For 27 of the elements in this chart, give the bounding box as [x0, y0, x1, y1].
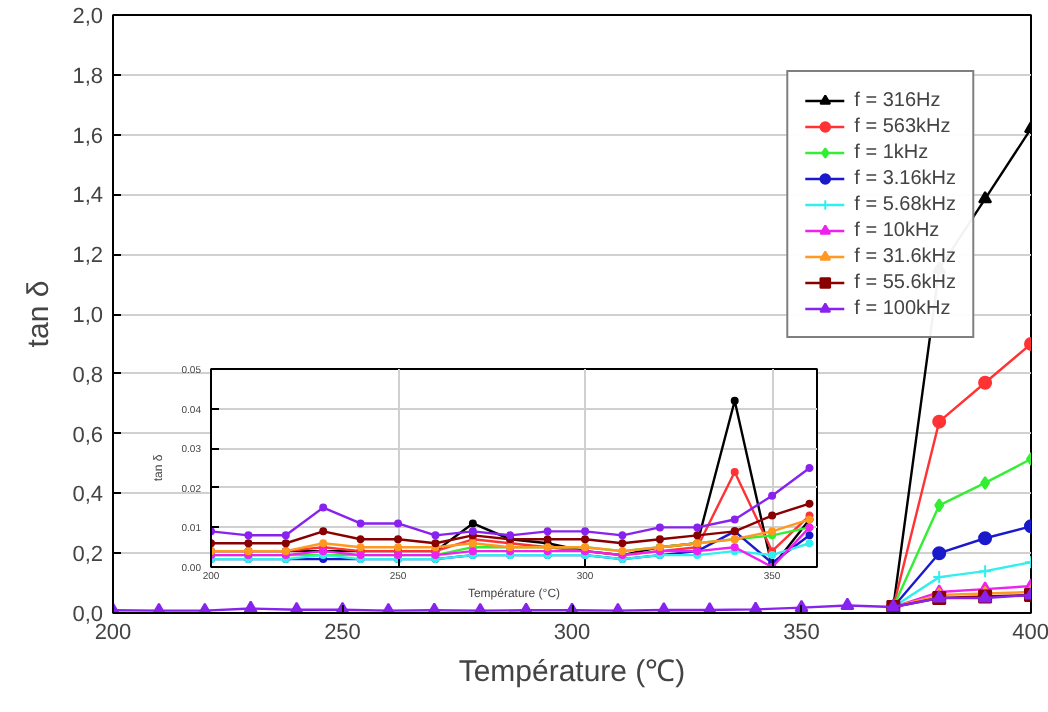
legend-label: f = 563kHz	[854, 114, 951, 138]
legend-label: f = 1kHz	[854, 140, 929, 164]
y-tick-label: 0,4	[72, 483, 104, 508]
x-tick-label: 200	[94, 621, 132, 645]
y-tick-label: 1,2	[72, 244, 104, 269]
legend-label: f = 55.6kHz	[854, 270, 956, 294]
y-tick-label: 0,0	[72, 603, 104, 627]
legend-label: f = 3.16kHz	[854, 166, 956, 190]
legend-label: f = 31.6kHz	[854, 244, 956, 268]
y-axis-title: tan δ	[22, 280, 57, 348]
legend-label: f = 100kHz	[854, 296, 951, 320]
y-tick-label: 1,0	[72, 304, 104, 328]
y-tick-label: 0,2	[72, 543, 104, 568]
y-tick-label: 0,6	[72, 423, 104, 448]
legend-label: f = 316Hz	[854, 88, 941, 112]
y-tick-label: 2,0	[72, 5, 104, 29]
legend-label: f = 10kHz	[854, 218, 940, 242]
x-tick-label: 300	[553, 621, 591, 645]
legend-label: f = 5.68kHz	[854, 192, 956, 216]
x-axis-title: Température (℃)	[458, 655, 686, 689]
x-tick-label: 350	[783, 621, 820, 645]
y-tick-label: 1,6	[72, 124, 104, 149]
y-tick-label: 0,8	[72, 363, 104, 388]
x-tick-label: 400	[1012, 621, 1048, 645]
y-tick-label: 1,8	[72, 64, 104, 89]
x-tick-label: 250	[324, 621, 361, 645]
y-tick-label: 1,4	[72, 184, 104, 209]
